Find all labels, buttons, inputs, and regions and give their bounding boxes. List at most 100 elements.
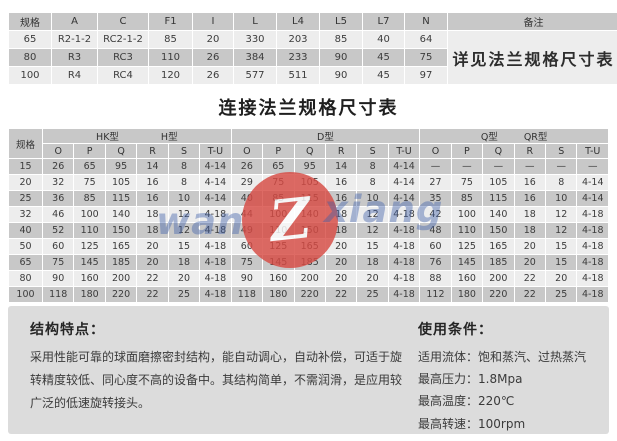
condition-item: 最高压力：1.8Mpa: [418, 368, 603, 390]
table-row: 20 32 75 105 16 8 4-14 29 75 105 16 8 4-14 27 75 105 16 8…: [8, 174, 609, 191]
table-cell: R2-1-2: [51, 30, 98, 49]
sub-column-header: T-U: [576, 143, 609, 159]
table-row: 25 36 85 115 16 10 4-14 40 85 115 16 10 4-14 35 85 115 1…: [8, 190, 609, 207]
table-cell: 220: [293, 286, 326, 303]
table-cell: 120: [148, 66, 193, 85]
table-cell: 4-18: [387, 222, 421, 239]
table-cell: 160: [73, 270, 106, 287]
table-cell: 165: [482, 238, 515, 255]
table-cell: 180: [73, 286, 106, 303]
table-cell: 4-18: [199, 222, 232, 239]
spec-column-header: 规格: [8, 128, 43, 159]
table-cell: 90: [319, 48, 363, 67]
table-cell: 10: [167, 190, 201, 207]
sub-column-header: P: [262, 143, 295, 159]
table-cell: 25: [544, 286, 578, 303]
table-cell: 4-18: [576, 254, 609, 271]
table-cell: 125: [450, 238, 484, 255]
table-cell: 20: [324, 270, 358, 287]
table-cell: 60: [419, 238, 452, 255]
table-cell: 16: [136, 174, 169, 191]
table-cell: 118: [230, 286, 264, 303]
table-cell: 75: [404, 48, 448, 67]
table-cell: 200: [482, 270, 515, 287]
table-cell: —: [544, 158, 578, 175]
table-cell: 20: [513, 254, 547, 271]
table-cell: 90: [41, 270, 75, 287]
group-header-label: HK型: [96, 132, 119, 143]
table-cell: 26: [41, 158, 75, 175]
table-cell: 8: [167, 158, 201, 175]
condition-item: 适用流体：饱和蒸汽、过热蒸汽: [418, 346, 603, 368]
table-row: 100 118 180 220 22 25 4-18 118 180 220 22 25 4-18 112…: [8, 286, 609, 303]
table-cell: 233: [276, 48, 320, 67]
table-cell: 105: [482, 174, 515, 191]
table-cell: 85: [319, 30, 363, 49]
table-cell: 46: [41, 206, 75, 223]
table-cell: 22: [513, 270, 547, 287]
table-cell: R3: [51, 48, 98, 67]
table-cell: 100: [262, 206, 295, 223]
table-cell: —: [419, 158, 452, 175]
table-row: 100 R4 RC4 120 26 577 511 90 45 97: [8, 66, 617, 85]
table-cell: 12: [544, 206, 578, 223]
table-cell: 16: [513, 190, 547, 207]
table-cell: 20: [136, 254, 169, 271]
table-cell: 45: [362, 48, 405, 67]
table-cell: 4-18: [199, 286, 232, 303]
table-cell: 20: [167, 270, 201, 287]
table-cell: 145: [262, 254, 295, 271]
table-cell: 140: [482, 206, 515, 223]
group-header-label: H型: [160, 132, 178, 143]
table-cell: 185: [293, 254, 326, 271]
table-cell: 8: [356, 158, 389, 175]
table-cell: 25: [167, 286, 201, 303]
table-cell: 125: [73, 238, 106, 255]
table-cell: 22: [513, 286, 547, 303]
table-cell: 125: [262, 238, 295, 255]
table-cell: 20: [544, 270, 578, 287]
table-cell: 20: [136, 238, 169, 255]
group-header: D型: [230, 128, 421, 144]
conditions-list: 适用流体：饱和蒸汽、过热蒸汽 最高压力：1.8Mpa 最高温度：220℃ 最高转速：1…: [418, 346, 603, 435]
group-header-label: D型: [317, 132, 334, 143]
table-cell: 12: [356, 222, 389, 239]
features-body: 采用性能可靠的球面磨擦密封结构，能自动调心，自动补偿，可适于旋转精度较低、同心度…: [30, 350, 403, 410]
main-title: 连接法兰规格尺寸表: [218, 98, 399, 119]
table-cell: 16: [136, 190, 169, 207]
column-header: 备注: [447, 12, 617, 31]
table-cell: 48: [419, 222, 452, 239]
sub-column-header: T-U: [199, 143, 232, 159]
table-cell: 12: [356, 206, 389, 223]
table-cell: 85: [262, 190, 295, 207]
table-cell: 75: [262, 174, 295, 191]
table-cell: 200: [293, 270, 326, 287]
table-row: 15 26 65 95 14 8 4-14 26 65 95 14 8 4-14— — — — — —: [8, 158, 609, 175]
table-cell: 4-14: [387, 174, 421, 191]
table-cell: 76: [419, 254, 452, 271]
table-cell: 4-18: [199, 206, 232, 223]
table-cell: 4-18: [387, 270, 421, 287]
spec-cell: 40: [8, 222, 43, 239]
spec-cell: 25: [8, 190, 43, 207]
table-cell: 4-18: [387, 286, 421, 303]
table-cell: RC3: [97, 48, 149, 67]
table-cell: 165: [293, 238, 326, 255]
table-cell: 75: [73, 174, 106, 191]
table-cell: 27: [419, 174, 452, 191]
table-cell: 165: [104, 238, 138, 255]
table-cell: 42: [419, 206, 452, 223]
table-cell: 10: [356, 190, 389, 207]
spec-cell: 15: [8, 158, 43, 175]
table-row: 50 60 125 165 20 15 4-18 60 125 165 20 15 4-18 60 125 1…: [8, 238, 609, 255]
table-cell: 18: [136, 206, 169, 223]
table-cell: 15: [167, 238, 201, 255]
table-cell: 185: [482, 254, 515, 271]
column-header: I: [192, 12, 234, 31]
table-cell: 100: [8, 66, 52, 85]
table-cell: 115: [104, 190, 138, 207]
table-cell: 36: [41, 190, 75, 207]
table-cell: 15: [544, 238, 578, 255]
sub-column-header: O: [230, 143, 264, 159]
features-title: 结构特点：: [30, 322, 105, 338]
